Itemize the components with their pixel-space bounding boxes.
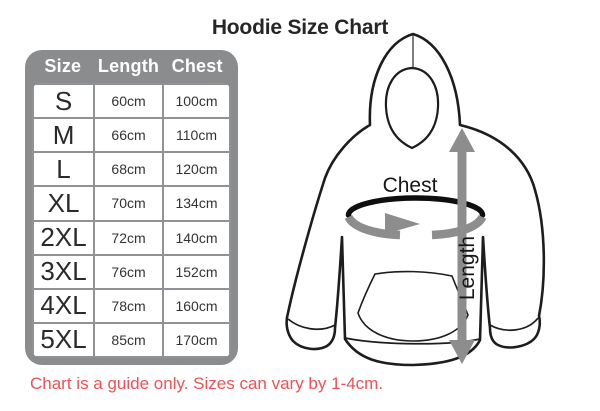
size-value: 2XL [32,219,96,256]
size-value: M [32,117,96,154]
length-value: 72cm [93,219,164,256]
length-label: Length [456,236,479,300]
table-row: XL 70cm 134cm [32,185,231,222]
left-cuff-line [287,318,336,331]
chest-label: Chest [383,174,438,197]
chest-value: 134cm [162,185,231,222]
length-value: 76cm [93,253,164,290]
length-arrowhead-top [449,128,475,152]
size-value: 4XL [32,287,96,324]
page-title: Hoodie Size Chart [211,16,389,39]
size-value: 5XL [32,321,96,358]
chest-value: 170cm [162,321,231,358]
disclaimer-note: Chart is a guide only. Sizes can vary by… [30,374,384,393]
chest-value: 110cm [162,117,231,154]
size-value: XL [32,185,96,222]
header-length: Length [97,56,160,76]
table-row: 3XL 76cm 152cm [32,253,231,290]
chest-arrowhead [385,213,420,234]
right-cuff-line [489,317,539,332]
chest-arc-bottom-left [344,214,401,240]
length-value: 68cm [93,151,164,188]
size-table: Size Length Chest S 60cm 100cm M 66cm 11… [25,50,238,365]
size-table-grid: S 60cm 100cm M 66cm 110cm L 68cm 120cm [32,83,231,358]
length-value: 78cm [93,287,164,324]
table-row: L 68cm 120cm [32,151,231,188]
length-value: 85cm [93,321,164,358]
hoodie-diagram: Chest Length [285,32,546,367]
chest-value: 120cm [162,151,231,188]
size-value: S [32,83,96,120]
length-value: 60cm [93,83,164,120]
chest-value: 100cm [162,83,231,120]
length-value: 70cm [93,185,164,222]
table-row: M 66cm 110cm [32,117,231,154]
size-value: L [32,151,96,188]
length-arrowhead-bottom [449,340,475,364]
table-row: 4XL 78cm 160cm [32,287,231,324]
table-row: S 60cm 100cm [32,83,231,120]
size-value: 3XL [32,253,96,290]
kangaroo-pocket [357,270,469,342]
size-table-header: Size Length Chest [32,50,231,83]
chest-value: 160cm [162,287,231,324]
header-size: Size [44,56,82,76]
chest-arc-top [345,195,486,218]
header-chest: Chest [171,56,223,76]
chest-value: 152cm [162,253,231,290]
length-value: 66cm [93,117,164,154]
chest-value: 140cm [162,219,231,256]
table-row: 5XL 85cm 170cm [32,321,231,358]
face-opening [384,66,440,150]
table-row: 2XL 72cm 140cm [32,219,231,256]
size-table-body: S 60cm 100cm M 66cm 110cm L 68cm 120cm [32,83,231,358]
